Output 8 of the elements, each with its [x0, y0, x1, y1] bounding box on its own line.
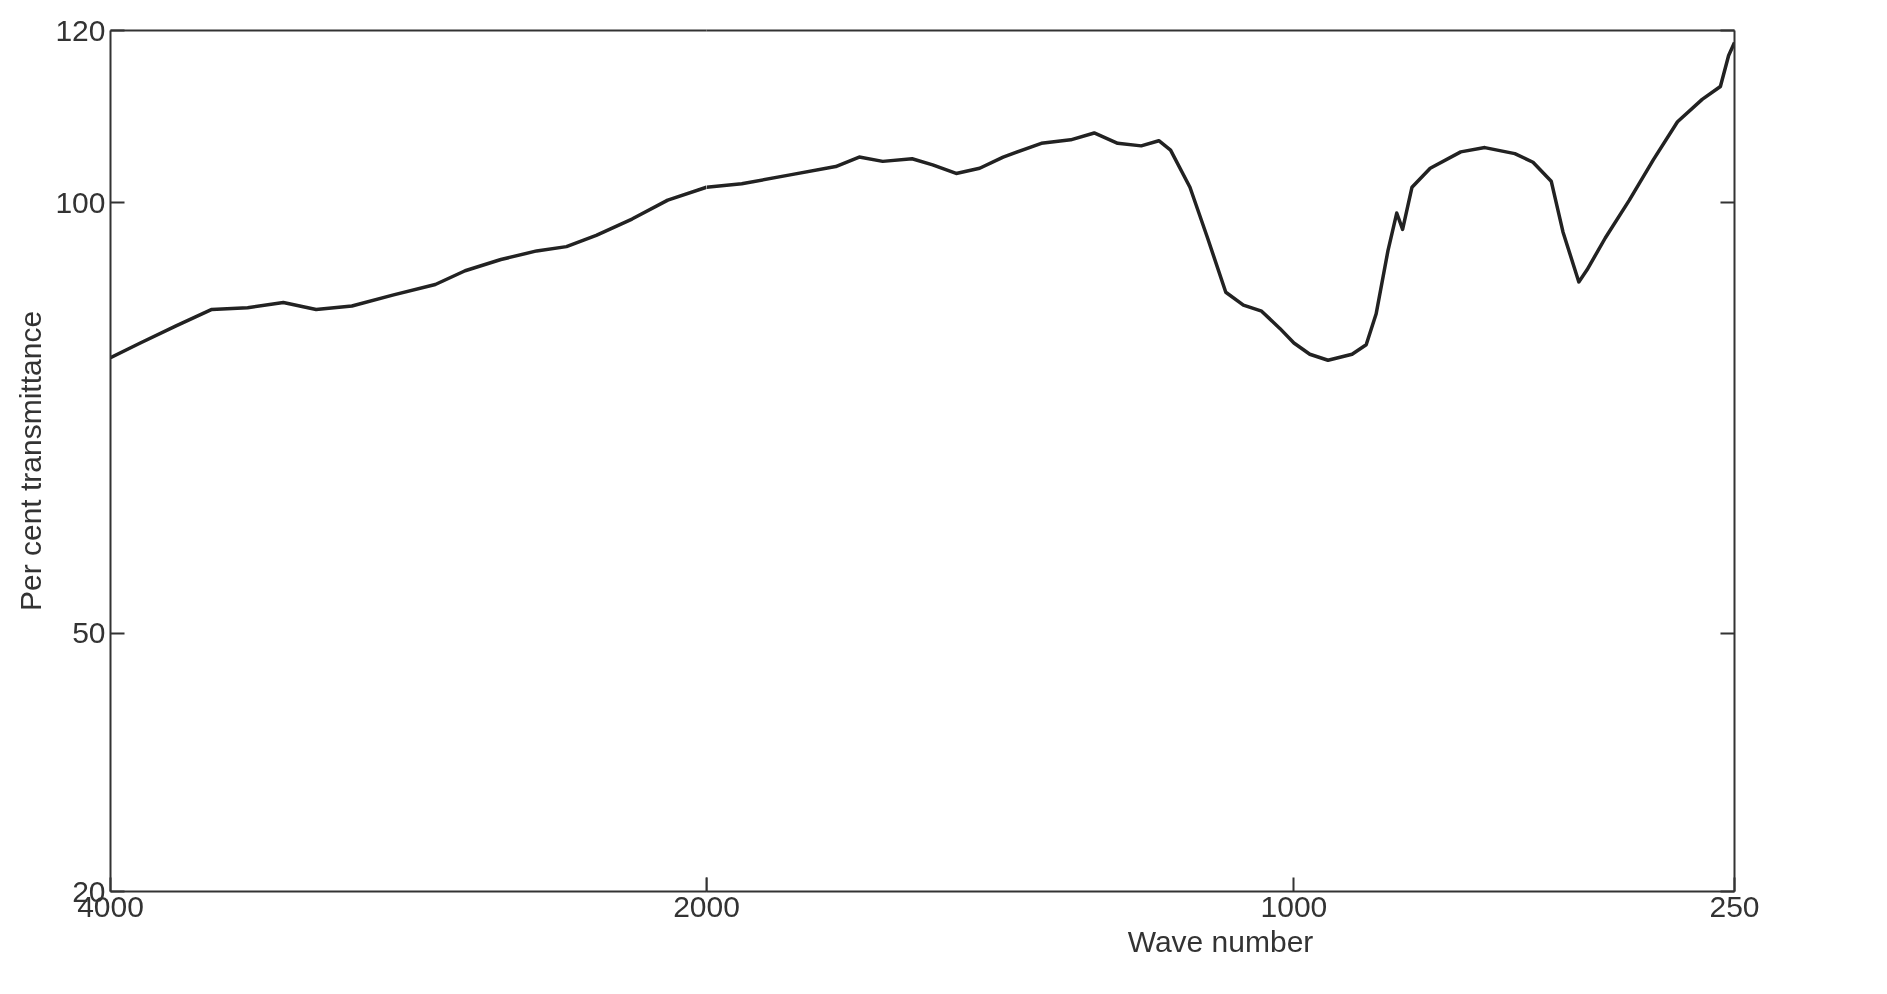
y-axis-title: Per cent transmittance — [14, 310, 48, 612]
x-tick-label: 1000 — [1260, 889, 1328, 923]
y-tick-label: 50 — [72, 616, 106, 650]
y-tick-label: 100 — [55, 185, 106, 219]
x-axis-title: Wave number — [1127, 924, 1314, 958]
y-tick-label: 120 — [55, 13, 106, 47]
x-tick-label: 250 — [1709, 889, 1760, 923]
x-tick-label: 2000 — [673, 889, 740, 923]
